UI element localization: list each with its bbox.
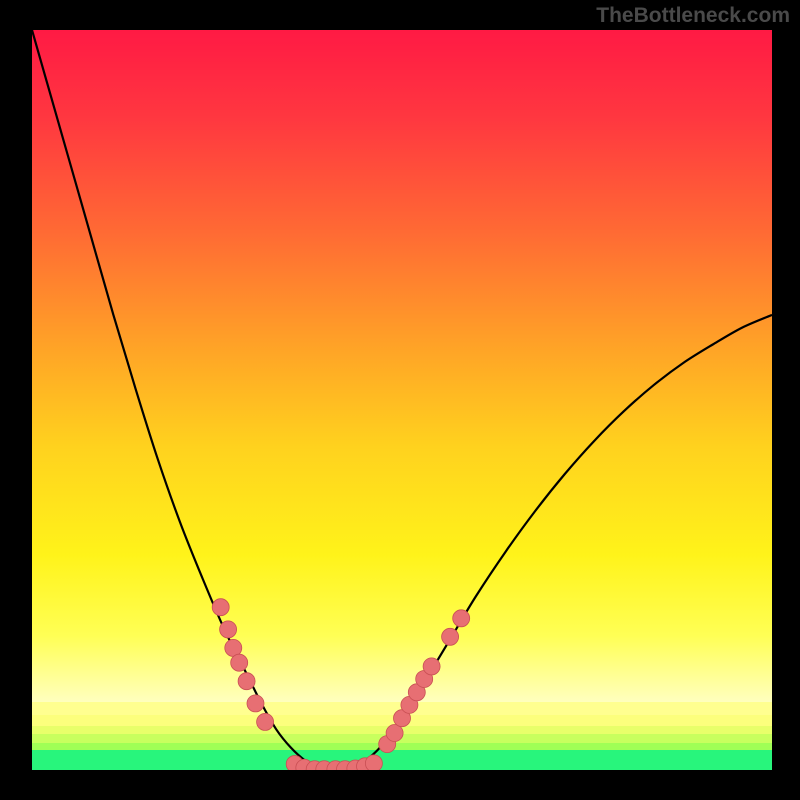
- data-point: [442, 628, 459, 645]
- data-point: [386, 725, 403, 742]
- data-point: [212, 599, 229, 616]
- plot-area: [32, 30, 772, 770]
- data-point: [231, 654, 248, 671]
- data-point: [423, 658, 440, 675]
- data-point: [365, 755, 382, 770]
- data-point: [453, 610, 470, 627]
- bottleneck-curve: [32, 30, 772, 770]
- data-point: [257, 713, 274, 730]
- curve-svg: [32, 30, 772, 770]
- chart-container: { "watermark": { "text": "TheBottleneck.…: [0, 0, 800, 800]
- data-point: [220, 621, 237, 638]
- data-point: [238, 673, 255, 690]
- data-point: [247, 695, 264, 712]
- watermark-text: TheBottleneck.com: [596, 4, 790, 28]
